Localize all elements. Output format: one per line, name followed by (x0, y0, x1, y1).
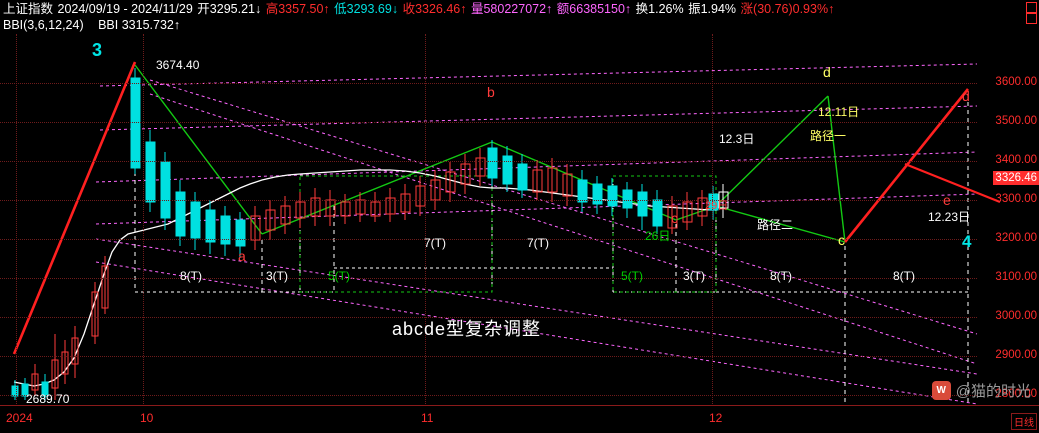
gridline-3000 (0, 317, 977, 318)
count-label-1: 8(T) (180, 269, 202, 283)
gridline-3300 (0, 200, 977, 201)
x-label-12: 12 (709, 411, 723, 425)
y-label-2900: 2900.00 (995, 349, 1037, 361)
wave-label-d: d (823, 64, 831, 80)
y-label-2800: 2800.00 (995, 388, 1037, 400)
wave-label-d2: d (962, 88, 970, 104)
count-label-6: 5(T) (621, 269, 643, 283)
count-label-2: 3(T) (266, 269, 288, 283)
gridline-2800 (0, 395, 977, 396)
count-label-7: 3(T) (683, 269, 705, 283)
gridline-month-12 (712, 34, 713, 406)
path-two-label: 路径二 (757, 218, 794, 232)
quote-header: 上证指数 2024/09/19 - 2024/11/29 开3295.21↓ 高… (0, 0, 1039, 34)
wave-label-e: e (943, 192, 951, 208)
date-12-23-label: 12.23日 (928, 210, 971, 224)
wave-label-3: 3 (92, 40, 103, 60)
amplitude: 振1.94% (688, 2, 737, 16)
wave-label-b: b (487, 84, 495, 100)
y-label-3600: 3600.00 (995, 76, 1037, 88)
count-label-4: 7(T) (424, 236, 446, 250)
count-label-8: 8(T) (770, 269, 792, 283)
gridline-3600 (0, 83, 977, 84)
window-corner-icon-2 (1026, 13, 1037, 24)
y-label-3000: 3000.00 (995, 310, 1037, 322)
y-label-3400: 3400.00 (995, 154, 1037, 166)
wave-label-4: 4 (962, 232, 972, 251)
window-corner-icon (1026, 2, 1037, 13)
date-29-label: 29日 (705, 200, 729, 212)
gridline-month-2024 (16, 34, 17, 406)
x-label-11: 11 (421, 411, 434, 425)
price-axis: 3600.00 3500.00 3400.00 3300.00 3200.00 … (977, 34, 1039, 406)
gridline-3200 (0, 239, 977, 240)
date-axis: 2024 10 11 12 日线 (0, 405, 1039, 433)
date-12-11-label: 12.11日 (818, 105, 860, 119)
high-value-label: 3674.40 (156, 58, 200, 72)
y-label-3100: 3100.00 (995, 271, 1037, 283)
count-label-5: 7(T) (527, 236, 549, 250)
gridline-3100 (0, 278, 977, 279)
watermark-handle: @猫的时光 (955, 383, 1031, 400)
gridline-month-10 (143, 34, 144, 406)
date-12-3-label: 12.3日 (719, 132, 755, 146)
date-26-label: 26日 (645, 229, 671, 243)
current-price-tag: 3326.46 (993, 171, 1039, 185)
y-label-3200: 3200.00 (995, 232, 1037, 244)
indicator-params: BBI(3,6,12,24) (3, 18, 84, 32)
index-title: 上证指数 (3, 2, 54, 16)
quote-line-2: BBI(3,6,12,24) BBI 3315.732↑ (3, 17, 181, 33)
wave-label-c: c (671, 210, 678, 226)
low-value-label: 2689.70 (26, 392, 70, 406)
amount: 额66385150↑ (556, 2, 632, 16)
high-price: 高3357.50↑ (265, 2, 330, 16)
change: 涨(30.76)0.93%↑ (740, 2, 835, 16)
chart-title-text: abcde型复杂调整 (392, 319, 542, 339)
count-label-9: 8(T) (893, 269, 915, 283)
date-range: 2024/09/19 - 2024/11/29 (57, 2, 193, 16)
gridline-3400 (0, 161, 977, 162)
close-price: 收3326.46↑ (402, 2, 467, 16)
gridline-2900 (0, 356, 977, 357)
watermark: W @猫的时光 (931, 380, 1031, 401)
turnover: 换1.26% (635, 2, 684, 16)
count-label-3: 5(T) (328, 269, 350, 283)
quote-line-1: 上证指数 2024/09/19 - 2024/11/29 开3295.21↓ 高… (3, 1, 835, 17)
x-label-2024: 2024 (6, 411, 33, 425)
weibo-icon: W (931, 381, 951, 400)
candles (11, 68, 729, 402)
period-badge[interactable]: 日线 (1011, 413, 1037, 430)
y-label-3500: 3500.00 (995, 115, 1037, 127)
wave-label-a: a (238, 248, 246, 264)
wave-label-c2: c (838, 232, 845, 248)
plot-area: 3 3674.40 2689.70 a b c d c d e 4 12.3日 … (0, 34, 1039, 406)
chart-vector-layer (11, 61, 1001, 406)
low-price: 低3293.69↓ (334, 2, 399, 16)
indicator-value: BBI 3315.732↑ (98, 18, 181, 32)
open-price: 开3295.21↓ (197, 2, 262, 16)
path-one-label: 路径一 (810, 129, 847, 143)
gridline-3500 (0, 122, 977, 123)
y-label-3300: 3300.00 (995, 193, 1037, 205)
gridline-month-11 (425, 34, 426, 406)
x-label-10: 10 (140, 411, 154, 425)
volume: 量580227072↑ (470, 2, 553, 16)
